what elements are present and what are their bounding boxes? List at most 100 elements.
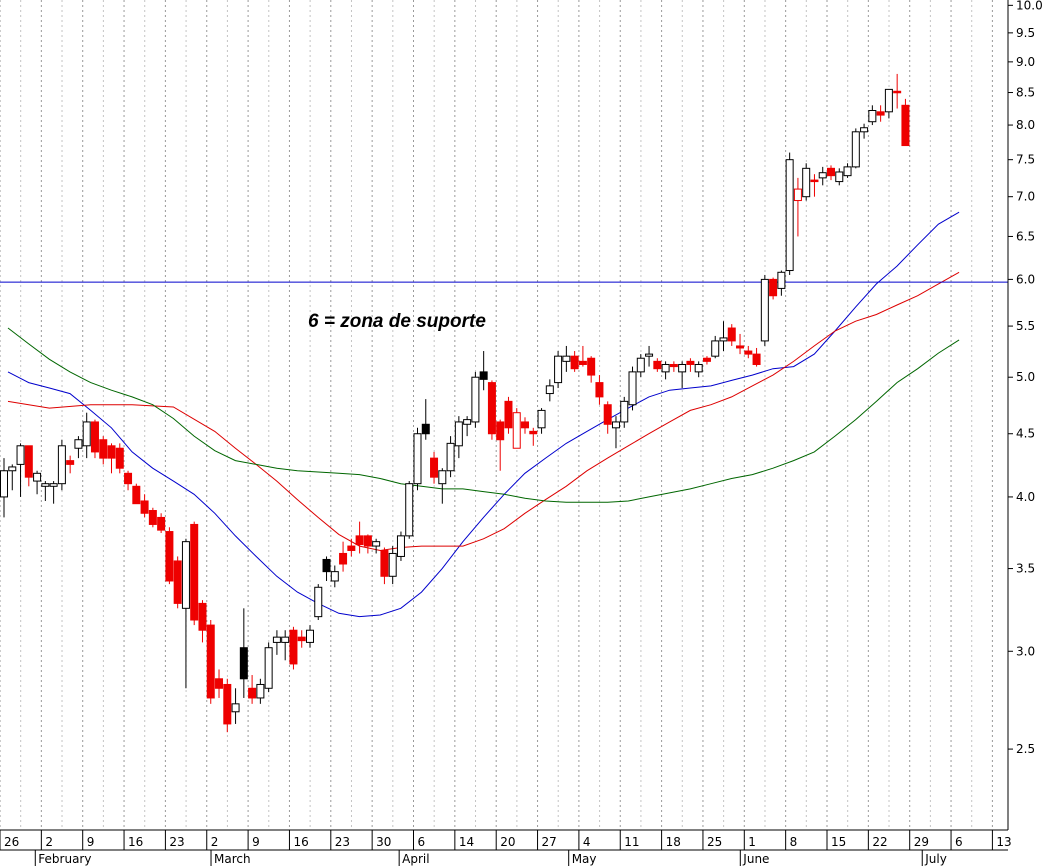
candle-body — [653, 360, 662, 370]
candle-body — [289, 629, 298, 665]
candle — [512, 408, 521, 449]
candle — [446, 436, 455, 478]
candle-body — [363, 535, 372, 547]
month-label: May — [572, 852, 597, 866]
candle-body — [322, 558, 331, 573]
candle-body — [744, 350, 753, 355]
candle-body — [611, 421, 620, 429]
candle — [479, 351, 488, 391]
candle — [363, 534, 372, 554]
y-tick-label: 6.5 — [1016, 229, 1035, 243]
candle-body — [181, 541, 190, 609]
candle — [57, 439, 66, 491]
x-tick-label: 25 — [707, 835, 722, 849]
candle-body — [868, 110, 877, 123]
month-label: June — [742, 852, 769, 866]
candle-body — [562, 355, 571, 362]
candle-body — [231, 703, 240, 713]
candle-body — [545, 385, 554, 395]
candle-body — [827, 167, 835, 177]
x-tick-label: 16 — [293, 835, 308, 849]
candle — [8, 464, 17, 491]
x-tick-label: 4 — [583, 835, 591, 849]
candle — [264, 642, 273, 693]
candle — [611, 416, 620, 449]
candle — [198, 600, 207, 643]
candle-body — [454, 421, 463, 447]
candle-body — [0, 470, 8, 498]
candle — [645, 345, 654, 367]
candle-body — [173, 560, 182, 604]
candle-body — [711, 340, 720, 357]
candle — [82, 412, 91, 459]
candle — [355, 521, 364, 554]
candle-body — [206, 624, 215, 699]
candle-body — [413, 433, 422, 485]
candle — [496, 419, 505, 471]
candle — [16, 443, 25, 497]
candle-body — [421, 423, 430, 435]
candle — [99, 436, 108, 465]
candle — [678, 361, 687, 389]
candle-body — [24, 445, 33, 478]
x-tick-label: 23 — [169, 835, 184, 849]
candle — [785, 152, 794, 275]
candle-body — [99, 439, 108, 459]
y-tick-label: 10.0 — [1016, 0, 1043, 12]
candle-body — [661, 363, 670, 373]
candle-body — [347, 545, 356, 551]
candle-body — [471, 376, 480, 423]
candle — [24, 445, 33, 487]
candle-body — [835, 171, 844, 183]
candle — [33, 470, 42, 495]
candle — [545, 379, 554, 402]
candle — [49, 481, 58, 504]
candle — [521, 417, 530, 434]
candle — [132, 483, 141, 505]
candle-body — [818, 172, 827, 179]
right-axis-panel — [1008, 0, 1062, 866]
y-tick-label: 3.0 — [1016, 644, 1035, 658]
candle — [893, 73, 902, 109]
candle — [769, 277, 778, 300]
x-tick-label: 6 — [955, 835, 963, 849]
candle — [752, 347, 761, 367]
y-tick-label: 6.0 — [1016, 272, 1035, 286]
candle — [760, 274, 769, 346]
candle-body — [239, 647, 248, 680]
candle — [140, 494, 149, 518]
annotation-text: 6 = zona de suporte — [308, 311, 486, 332]
candle-body — [636, 357, 645, 373]
candle-body — [686, 360, 695, 365]
candle-body — [148, 510, 157, 525]
candle — [702, 356, 711, 365]
x-axis: 26 2 9 16 23 2 9 16 23 30 6 14 20 27 4 11 18 25 1 8 15 22 29 6 1… — [0, 830, 1012, 866]
candle-body — [314, 586, 323, 618]
candle-body — [554, 355, 563, 384]
candle — [694, 361, 703, 378]
candle — [653, 358, 662, 372]
x-tick-label: 26 — [4, 835, 19, 849]
candle — [463, 416, 472, 437]
candle — [487, 380, 496, 440]
candle — [736, 333, 745, 355]
candle-body — [479, 371, 488, 380]
x-tick-label: 14 — [459, 835, 474, 849]
x-tick-label: 1 — [748, 835, 756, 849]
candle-body — [628, 371, 637, 406]
candle — [0, 458, 8, 518]
candle — [860, 123, 869, 139]
candle — [711, 335, 720, 359]
x-tick-label: 27 — [542, 835, 557, 849]
x-tick-label: 11 — [624, 835, 639, 849]
candle — [347, 538, 356, 557]
candle — [190, 521, 199, 626]
x-tick-label: 23 — [335, 835, 350, 849]
candle — [405, 481, 414, 539]
candle — [636, 354, 645, 378]
x-tick-label: 13 — [996, 835, 1011, 849]
candle-body — [215, 678, 224, 689]
candle-body — [512, 412, 521, 449]
candle — [297, 630, 306, 648]
